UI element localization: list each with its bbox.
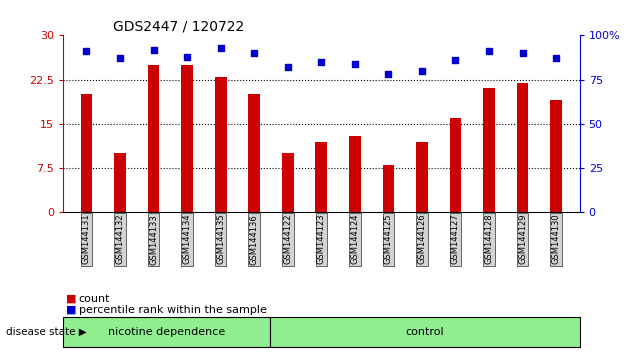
Text: ■: ■	[66, 294, 77, 304]
Point	[551, 56, 561, 61]
Bar	[282, 153, 294, 212]
Bar	[181, 65, 193, 212]
Bar	[550, 100, 562, 212]
Point	[350, 61, 360, 67]
Point	[115, 56, 125, 61]
Text: nicotine dependence: nicotine dependence	[108, 327, 225, 337]
Point	[383, 72, 393, 77]
Bar	[382, 165, 394, 212]
Bar	[483, 88, 495, 212]
Point	[484, 48, 494, 54]
Text: count: count	[79, 294, 110, 304]
Bar	[114, 153, 126, 212]
Bar	[349, 136, 361, 212]
Point	[417, 68, 427, 74]
Point	[283, 64, 293, 70]
Bar	[215, 77, 227, 212]
Bar	[248, 95, 260, 212]
Bar	[316, 142, 327, 212]
Text: control: control	[405, 327, 444, 337]
Bar	[416, 142, 428, 212]
Point	[450, 57, 461, 63]
Bar	[517, 82, 529, 212]
Text: GDS2447 / 120722: GDS2447 / 120722	[113, 19, 244, 34]
Bar	[147, 65, 159, 212]
Bar	[450, 118, 461, 212]
Point	[249, 50, 260, 56]
Bar	[81, 95, 93, 212]
Text: ■: ■	[66, 305, 77, 315]
Point	[81, 48, 91, 54]
Point	[182, 54, 192, 59]
Point	[149, 47, 159, 52]
Point	[517, 50, 527, 56]
Text: disease state ▶: disease state ▶	[6, 327, 87, 337]
Text: percentile rank within the sample: percentile rank within the sample	[79, 305, 266, 315]
Point	[215, 45, 226, 51]
Point	[316, 59, 326, 65]
